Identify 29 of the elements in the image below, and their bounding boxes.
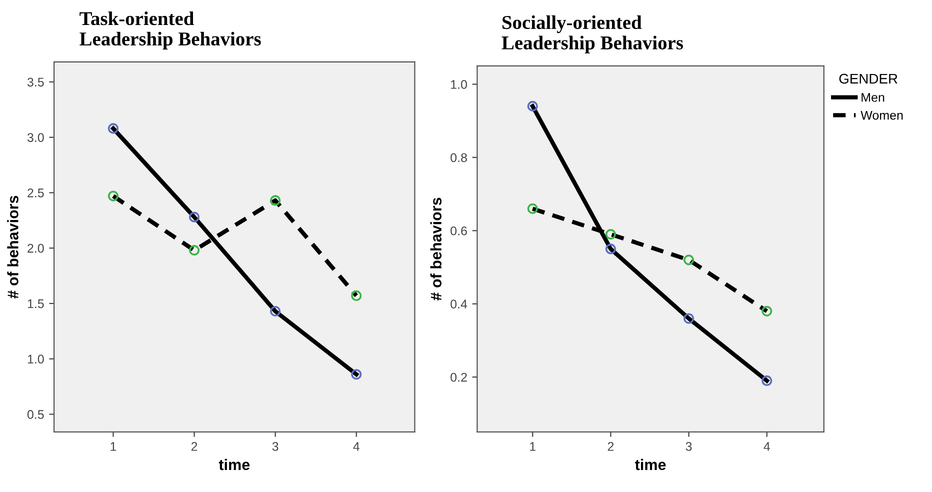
x-tick-label: 3	[686, 442, 692, 451]
x-axis-title: time	[218, 458, 250, 470]
y-tick-label: 1.5	[28, 299, 44, 308]
legend-label: Men	[862, 93, 884, 102]
y-tick-label: 1.0	[451, 80, 467, 89]
y-tick-label: 3.5	[27, 78, 44, 87]
y-tick-label: 0.8	[450, 153, 467, 162]
x-tick-label: 2	[608, 442, 614, 451]
y-tick-label: 0.2	[450, 372, 467, 382]
y-axis-title: # of behaviors	[7, 196, 18, 299]
chart-title: Socially-oriented Leadership Behaviors	[502, 15, 684, 54]
y-tick-label: 0.5	[27, 410, 44, 419]
legend-title: GENDER	[839, 74, 898, 84]
y-tick-label: 2.5	[28, 188, 44, 198]
x-tick-label: 4	[353, 442, 360, 451]
x-tick-label: 1	[530, 442, 536, 451]
x-tick-label: 1	[110, 442, 116, 451]
y-axis-title: # of behaviors	[430, 198, 442, 300]
legend-label: Women	[860, 110, 903, 120]
chart-title: Task-oriented Leadership Behaviors	[80, 12, 261, 50]
x-tick-label: 3	[272, 442, 278, 451]
x-axis-title: time	[635, 458, 666, 470]
y-tick-label: 0.4	[450, 300, 468, 309]
y-tick-label: 3.0	[27, 133, 44, 142]
x-tick-label: 2	[191, 442, 198, 451]
x-tick-label: 4	[764, 442, 770, 451]
y-tick-label: 2.0	[28, 244, 44, 253]
y-tick-label: 1.0	[28, 354, 44, 364]
y-tick-label: 0.6	[450, 226, 467, 236]
